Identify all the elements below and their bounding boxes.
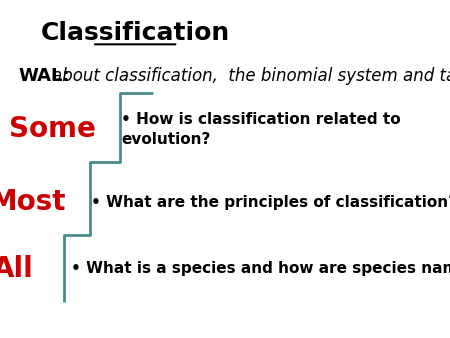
Text: • What are the principles of classification?: • What are the principles of classificat… xyxy=(91,195,450,210)
Text: about classification,  the binomial system and taxonomy.: about classification, the binomial syste… xyxy=(52,67,450,85)
Text: All: All xyxy=(0,255,34,283)
Text: WAL:: WAL: xyxy=(19,67,70,85)
Text: • How is classification related to
evolution?: • How is classification related to evolu… xyxy=(121,112,401,146)
Text: Classification: Classification xyxy=(40,21,230,45)
Text: Most: Most xyxy=(0,188,66,216)
Text: Some: Some xyxy=(9,115,96,143)
Text: • What is a species and how are species named?: • What is a species and how are species … xyxy=(71,261,450,276)
